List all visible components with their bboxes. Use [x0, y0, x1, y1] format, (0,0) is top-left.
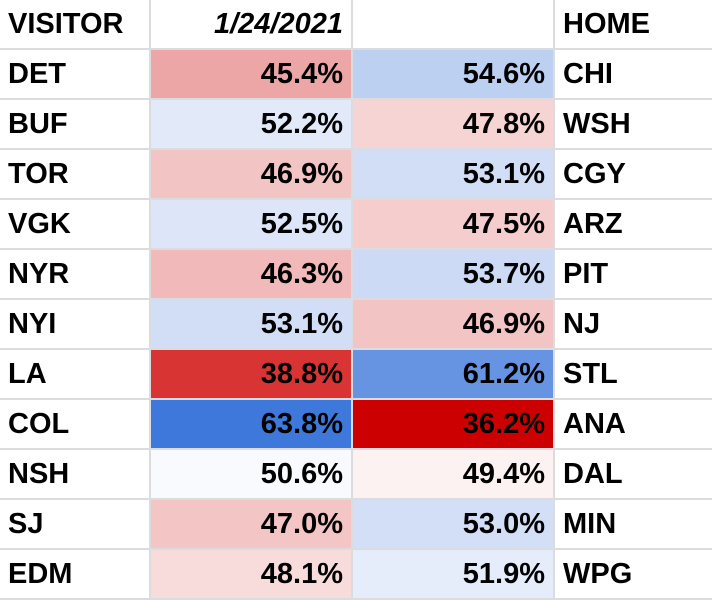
home-pct-cell[interactable]: 47.5% [351, 198, 555, 250]
visitor-header[interactable]: VISITOR [0, 0, 151, 50]
visitor-pct-cell[interactable]: 46.3% [149, 248, 353, 300]
home-pct-cell[interactable]: 47.8% [351, 98, 555, 150]
visitor-pct-cell[interactable]: 48.1% [149, 548, 353, 600]
visitor-pct-cell[interactable]: 53.1% [149, 298, 353, 350]
visitor-team-cell[interactable]: EDM [0, 548, 151, 600]
visitor-team-cell[interactable]: VGK [0, 198, 151, 250]
date-header[interactable]: 1/24/2021 [149, 0, 353, 50]
visitor-team-cell[interactable]: LA [0, 348, 151, 400]
table-row: COL 63.8% 36.2% ANA [0, 398, 712, 450]
home-pct-cell[interactable]: 53.7% [351, 248, 555, 300]
visitor-team-cell[interactable]: TOR [0, 148, 151, 200]
table-row: BUF 52.2% 47.8% WSH [0, 98, 712, 150]
table-row: SJ 47.0% 53.0% MIN [0, 498, 712, 550]
blank-header[interactable] [351, 0, 555, 50]
table-row: LA 38.8% 61.2% STL [0, 348, 712, 400]
visitor-pct-cell[interactable]: 47.0% [149, 498, 353, 550]
home-team-cell[interactable]: STL [553, 348, 712, 400]
visitor-team-cell[interactable]: SJ [0, 498, 151, 550]
visitor-team-cell[interactable]: NYR [0, 248, 151, 300]
home-pct-cell[interactable]: 53.1% [351, 148, 555, 200]
home-pct-cell[interactable]: 51.9% [351, 548, 555, 600]
home-team-cell[interactable]: CGY [553, 148, 712, 200]
visitor-team-cell[interactable]: DET [0, 48, 151, 100]
visitor-pct-cell[interactable]: 38.8% [149, 348, 353, 400]
home-team-cell[interactable]: WPG [553, 548, 712, 600]
table-row: NYR 46.3% 53.7% PIT [0, 248, 712, 300]
home-team-cell[interactable]: PIT [553, 248, 712, 300]
home-pct-cell[interactable]: 46.9% [351, 298, 555, 350]
home-pct-cell[interactable]: 49.4% [351, 448, 555, 500]
visitor-pct-cell[interactable]: 50.6% [149, 448, 353, 500]
table-row: TOR 46.9% 53.1% CGY [0, 148, 712, 200]
home-team-cell[interactable]: CHI [553, 48, 712, 100]
visitor-pct-cell[interactable]: 52.2% [149, 98, 353, 150]
visitor-pct-cell[interactable]: 46.9% [149, 148, 353, 200]
home-team-cell[interactable]: ARZ [553, 198, 712, 250]
home-pct-cell[interactable]: 61.2% [351, 348, 555, 400]
table-row: NSH 50.6% 49.4% DAL [0, 448, 712, 500]
home-team-cell[interactable]: WSH [553, 98, 712, 150]
header-row: VISITOR 1/24/2021 HOME [0, 0, 712, 50]
home-pct-cell[interactable]: 36.2% [351, 398, 555, 450]
table-row: EDM 48.1% 51.9% WPG [0, 548, 712, 600]
home-pct-cell[interactable]: 53.0% [351, 498, 555, 550]
table-row: VGK 52.5% 47.5% ARZ [0, 198, 712, 250]
visitor-team-cell[interactable]: NSH [0, 448, 151, 500]
visitor-team-cell[interactable]: NYI [0, 298, 151, 350]
home-team-cell[interactable]: ANA [553, 398, 712, 450]
home-team-cell[interactable]: NJ [553, 298, 712, 350]
table-row: DET 45.4% 54.6% CHI [0, 48, 712, 100]
table-row: NYI 53.1% 46.9% NJ [0, 298, 712, 350]
visitor-pct-cell[interactable]: 45.4% [149, 48, 353, 100]
visitor-team-cell[interactable]: COL [0, 398, 151, 450]
home-team-cell[interactable]: MIN [553, 498, 712, 550]
home-team-cell[interactable]: DAL [553, 448, 712, 500]
home-pct-cell[interactable]: 54.6% [351, 48, 555, 100]
visitor-team-cell[interactable]: BUF [0, 98, 151, 150]
home-header[interactable]: HOME [553, 0, 712, 50]
visitor-pct-cell[interactable]: 52.5% [149, 198, 353, 250]
visitor-pct-cell[interactable]: 63.8% [149, 398, 353, 450]
